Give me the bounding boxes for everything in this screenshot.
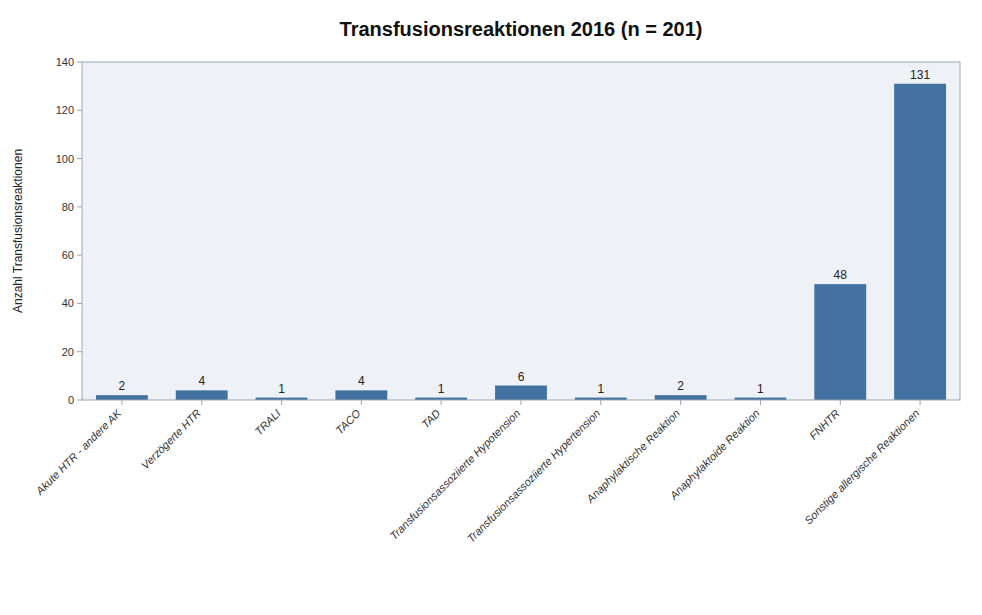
x-tick — [600, 400, 601, 405]
data-label: 48 — [834, 268, 848, 282]
data-label: 131 — [910, 68, 930, 82]
y-axis-label: Anzahl Transfusionsreaktionen — [11, 149, 25, 313]
y-tick — [77, 400, 82, 401]
y-tick — [77, 206, 82, 207]
y-tick-label: 100 — [56, 153, 74, 165]
y-tick-label: 120 — [56, 104, 74, 116]
x-tick-label: FNHTR — [807, 407, 842, 442]
data-label: 4 — [198, 374, 205, 388]
x-tick — [840, 400, 841, 405]
data-label: 1 — [278, 382, 285, 396]
bar — [96, 395, 148, 400]
data-label: 1 — [757, 382, 764, 396]
bar — [814, 284, 866, 400]
bar — [335, 390, 387, 400]
y-tick-label: 60 — [62, 249, 74, 261]
chart-svg: 2 4 1 4 1 6 1 2 1 48 131 0 20 40 60 80 100 120 140 Akute HT… — [0, 0, 982, 615]
x-tick — [201, 400, 202, 405]
y-tick-label: 80 — [62, 201, 74, 213]
y-tick-label: 0 — [68, 394, 74, 406]
x-tick — [680, 400, 681, 405]
x-tick — [760, 400, 761, 405]
bar — [655, 395, 707, 400]
data-label: 2 — [677, 379, 684, 393]
y-tick — [77, 62, 82, 63]
x-tick — [121, 400, 122, 405]
chart-title: Transfusionsreaktionen 2016 (n = 201) — [340, 18, 703, 40]
x-tick — [441, 400, 442, 405]
y-tick — [77, 351, 82, 352]
y-tick-label: 40 — [62, 297, 74, 309]
x-tick — [361, 400, 362, 405]
plot-frame — [82, 62, 960, 400]
y-tick-label: 20 — [62, 346, 74, 358]
x-tick-label: Transfusionsassoziierte Hypertension — [465, 407, 603, 545]
data-label: 2 — [119, 379, 126, 393]
x-tick-label: Verzögerte HTR — [139, 407, 203, 471]
x-tick-label: Sonstige allergische Reaktionen — [802, 407, 922, 527]
x-tick-label: Anaphylaktische Reaktion — [583, 407, 682, 506]
x-tick — [521, 400, 522, 405]
y-tick — [77, 110, 82, 111]
bar — [176, 390, 228, 400]
x-tick-label: TAD — [419, 407, 443, 431]
chart-container: 2 4 1 4 1 6 1 2 1 48 131 0 20 40 60 80 100 120 140 Akute HT… — [0, 0, 982, 615]
x-tick-label: Anaphylaktoide Reaktion — [667, 407, 762, 502]
y-tick — [77, 158, 82, 159]
data-label: 1 — [438, 382, 445, 396]
x-tick-label: TACO — [333, 407, 363, 437]
x-tick-label: Akute HTR - andere AK — [33, 406, 124, 497]
y-tick — [77, 255, 82, 256]
x-tick-label: TRALI — [252, 407, 283, 438]
x-tick — [281, 400, 282, 405]
bar — [495, 386, 547, 400]
bar — [894, 84, 946, 400]
data-label: 4 — [358, 374, 365, 388]
plot-background — [82, 62, 960, 400]
x-tick-label: Transfusionsassoziierte Hypotension — [387, 407, 522, 542]
y-tick-label: 140 — [56, 56, 74, 68]
x-tick — [920, 400, 921, 405]
data-label: 6 — [518, 370, 525, 384]
bars — [96, 84, 946, 400]
y-tick — [77, 303, 82, 304]
data-label: 1 — [597, 382, 604, 396]
